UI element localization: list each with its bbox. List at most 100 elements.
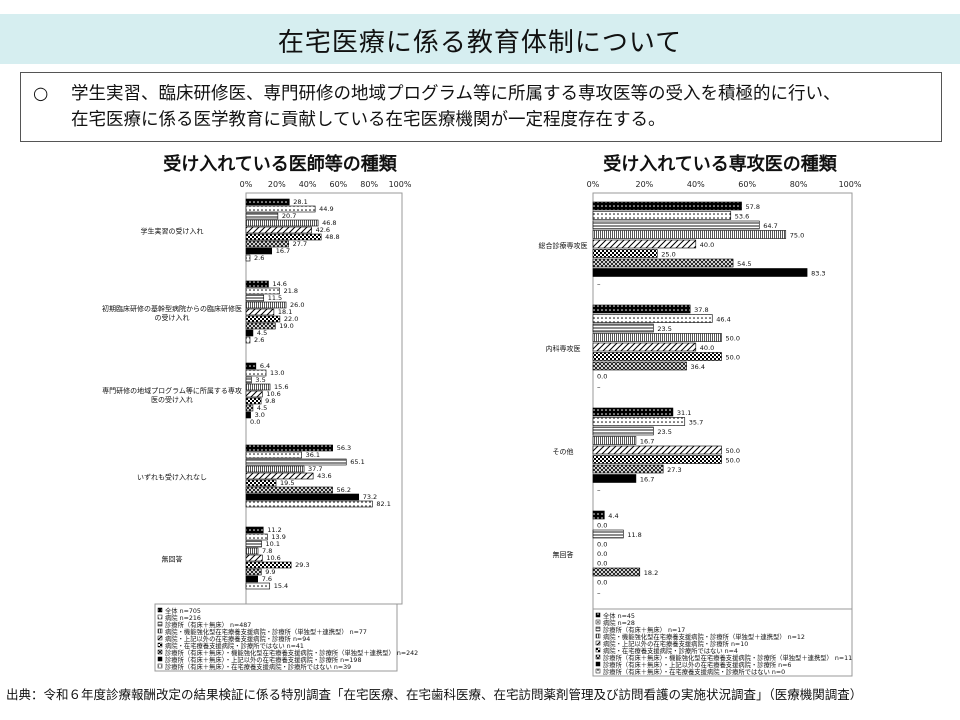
- bar: [592, 445, 722, 455]
- bar: [592, 304, 691, 314]
- bar: [245, 451, 302, 459]
- bar: [245, 404, 254, 412]
- x-tick-label: 100%: [839, 180, 862, 189]
- legend-swatch: [595, 619, 601, 625]
- x-tick-label: 100%: [389, 180, 412, 189]
- bar: [245, 526, 264, 534]
- bar: [592, 249, 658, 258]
- x-tick-label: 40%: [299, 180, 317, 189]
- legend-swatch: [595, 626, 601, 632]
- bar: [592, 268, 808, 277]
- bar-value-label: 3.5: [255, 376, 265, 384]
- bar: [245, 465, 305, 473]
- bar-value-label: 21.8: [284, 287, 298, 295]
- legend-swatch: [157, 635, 163, 641]
- bar: [245, 411, 251, 419]
- bar-value-label: 4.5: [257, 329, 267, 337]
- bar-value-label: 54.5: [737, 260, 751, 268]
- bar: [245, 294, 265, 302]
- bar: [245, 486, 333, 494]
- bar: [245, 575, 259, 583]
- bar: [245, 308, 275, 316]
- bar: [245, 383, 271, 391]
- bar-value-label: 4.5: [257, 404, 267, 412]
- bar: [245, 554, 263, 562]
- bar: [592, 220, 760, 230]
- category-label: 医の受け入れ: [151, 395, 193, 404]
- legend-entry: 診療所（有床＋無床）・上記以外の在宅療養支援病院・診療所 n=6: [603, 660, 791, 669]
- bar: [592, 239, 697, 249]
- bar: [245, 287, 280, 295]
- bar: [592, 211, 732, 220]
- x-tick-label: 80%: [790, 180, 808, 189]
- category-label: の受け入れ: [155, 313, 190, 322]
- bar-value-label: 18.2: [644, 569, 658, 577]
- bar: [592, 333, 722, 342]
- legend-swatch: [595, 661, 601, 667]
- bar: [592, 314, 713, 323]
- legend-swatch: [595, 654, 601, 660]
- legend-entry: 診療所（有床＋無床） n=17: [603, 625, 685, 634]
- bar: [592, 529, 624, 539]
- bar: [245, 301, 287, 309]
- bar: [592, 567, 641, 577]
- bar: [245, 369, 267, 377]
- bar: [592, 230, 787, 239]
- bar-value-label: 46.8: [322, 219, 336, 227]
- legend-swatch: [595, 640, 601, 646]
- legend-entry: 診療所（有床＋無床）・機能強化型在宅療養支援病院・診療所（単独型＋連携型） n=…: [603, 653, 852, 662]
- bar-value-label: 40.0: [700, 241, 714, 249]
- bar-value-label: 6.4: [260, 362, 270, 370]
- bar-value-label: 0.0: [597, 541, 607, 549]
- legend-entry: 全体 n=45: [603, 611, 635, 620]
- summary-bullet: ○: [33, 84, 49, 104]
- legend-entry: 病院・機能強化型在宅療養支援病院・診療所（単独型＋連携型） n=77: [165, 627, 367, 636]
- x-tick-label: 20%: [636, 180, 654, 189]
- bar: [592, 201, 742, 211]
- bar-value-label: 75.0: [790, 232, 804, 240]
- bar: [245, 533, 268, 541]
- x-tick-label: 40%: [687, 180, 705, 189]
- legend-swatch: [595, 633, 601, 639]
- bar-value-label: 0.0: [597, 522, 607, 530]
- bar-value-label: 10.6: [266, 554, 280, 562]
- bar-value-label: 31.1: [677, 409, 691, 417]
- bar: [245, 397, 262, 405]
- bar-value-label: 19.0: [279, 322, 293, 330]
- bar-value-label: 15.6: [274, 383, 288, 391]
- bar-value-label: 19.5: [280, 479, 294, 487]
- bar: [592, 407, 674, 417]
- bar-value-label: 28.1: [293, 198, 307, 206]
- page-title: 在宅医療に係る教育体制について: [277, 28, 683, 58]
- bar: [245, 390, 263, 398]
- chart-title-left: 受け入れている医師等の種類: [163, 154, 397, 175]
- x-tick-label: 0%: [240, 180, 253, 189]
- legend-swatch: [157, 642, 163, 648]
- bar-value-label: 27.7: [293, 240, 307, 248]
- bar: [592, 510, 605, 520]
- chart-title-right: 受け入れている専攻医の種類: [603, 154, 837, 175]
- category-label: 無回答: [553, 550, 574, 559]
- legend-entry: 病院 n=28: [603, 618, 635, 627]
- bar: [245, 444, 334, 452]
- bar: [245, 247, 273, 255]
- legend-entry: 病院 n=216: [165, 613, 201, 622]
- bar-value-label: 0.0: [597, 550, 607, 558]
- bar-value-label: 56.3: [337, 444, 351, 452]
- bar: [245, 212, 279, 220]
- bar: [592, 455, 722, 464]
- summary-box: ○ 学生実習、臨床研修医、専門研修の地域プログラム等に所属する専攻医等の受入を積極…: [20, 72, 942, 142]
- bar: [592, 361, 687, 371]
- bar-value-label: 73.2: [363, 493, 377, 501]
- bar: [245, 479, 277, 487]
- bar-value-label: 50.0: [726, 457, 740, 465]
- bar: [245, 540, 262, 548]
- legend-entry: 病院・上記以外の在宅療養支援病院・診療所 n=94: [165, 634, 310, 643]
- x-tick-label: 80%: [360, 180, 378, 189]
- legend-swatch: [157, 663, 163, 669]
- legend-entry: 診療所（有床＋無床）・上記以外の在宅療養支援病院・診療所 n=198: [165, 655, 361, 664]
- bar: [245, 233, 322, 241]
- bar-value-label: 43.6: [317, 472, 331, 480]
- bar: [245, 205, 316, 213]
